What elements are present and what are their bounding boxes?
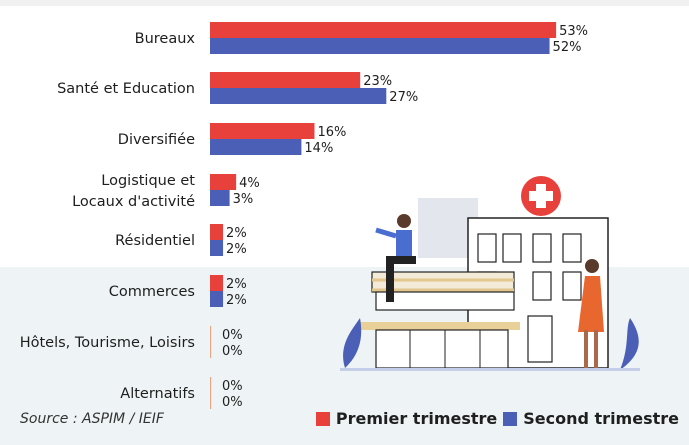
bar-series-2 [210, 393, 212, 409]
plant-left-icon [343, 318, 362, 368]
legend-item-series-2: Second trimestre [503, 409, 679, 428]
data-label-series-2: 14% [304, 141, 333, 156]
bar-series-1 [210, 275, 224, 291]
data-label-series-1: 0% [222, 379, 243, 394]
legend-swatch-series-2 [503, 411, 518, 426]
data-label-series-2: 27% [389, 90, 418, 105]
bar-series-2 [210, 291, 224, 307]
data-label-series-1: 4% [239, 176, 260, 191]
data-label-series-2: 2% [226, 242, 247, 257]
legend-swatch-series-1 [315, 411, 330, 426]
roof-stripes [372, 278, 514, 292]
bar-series-2 [210, 190, 230, 206]
data-label-series-2: 52% [553, 40, 582, 55]
bar-series-2 [210, 342, 212, 358]
category-label: Locaux d'activité [72, 194, 195, 210]
data-label-series-2: 2% [226, 293, 247, 308]
category-label: Santé et Education [57, 81, 195, 97]
data-label-series-2: 0% [222, 344, 243, 359]
source-note: Source : ASPIM / IEIF [20, 411, 164, 427]
category-label: Alternatifs [120, 386, 195, 402]
data-label-series-1: 23% [363, 74, 392, 89]
category-label: Bureaux [135, 31, 196, 47]
data-label-series-1: 0% [222, 328, 243, 343]
category-label: Hôtels, Tourisme, Loisirs [20, 335, 195, 351]
illustration-group [340, 176, 640, 371]
bar-series-1 [210, 22, 557, 38]
front-doors [409, 330, 481, 368]
bar-series-2 [210, 38, 550, 54]
bar-series-1 [210, 123, 315, 139]
bar-series-2 [210, 139, 302, 155]
bar-series-1 [210, 72, 361, 88]
category-label: Logistique et [101, 173, 195, 189]
data-label-series-1: 2% [226, 226, 247, 241]
chart-legend: Premier trimestre Second trimestre [315, 409, 679, 428]
bar-series-1 [210, 224, 224, 240]
category-label: Résidentiel [115, 233, 195, 249]
legend-item-series-1: Premier trimestre [315, 409, 498, 428]
top-strip [0, 0, 689, 6]
category-label: Commerces [109, 284, 195, 300]
plant-right-icon [620, 318, 639, 370]
front-building [375, 329, 509, 369]
legend-label-series-2: Second trimestre [523, 409, 679, 428]
bar-series-2 [210, 88, 387, 104]
bar-series-1 [210, 326, 212, 342]
data-label-series-1: 53% [559, 24, 588, 39]
data-label-series-1: 16% [317, 125, 346, 140]
bar-series-2 [210, 240, 224, 256]
woman-figure [578, 259, 604, 368]
category-label: Diversifiée [118, 132, 195, 148]
data-label-series-2: 3% [233, 192, 254, 207]
legend-label-series-1: Premier trimestre [335, 409, 498, 428]
bar-series-1 [210, 174, 237, 190]
data-label-series-2: 0% [222, 395, 243, 410]
data-label-series-1: 2% [226, 277, 247, 292]
bar-series-1 [210, 377, 212, 393]
man-figure [375, 214, 416, 302]
